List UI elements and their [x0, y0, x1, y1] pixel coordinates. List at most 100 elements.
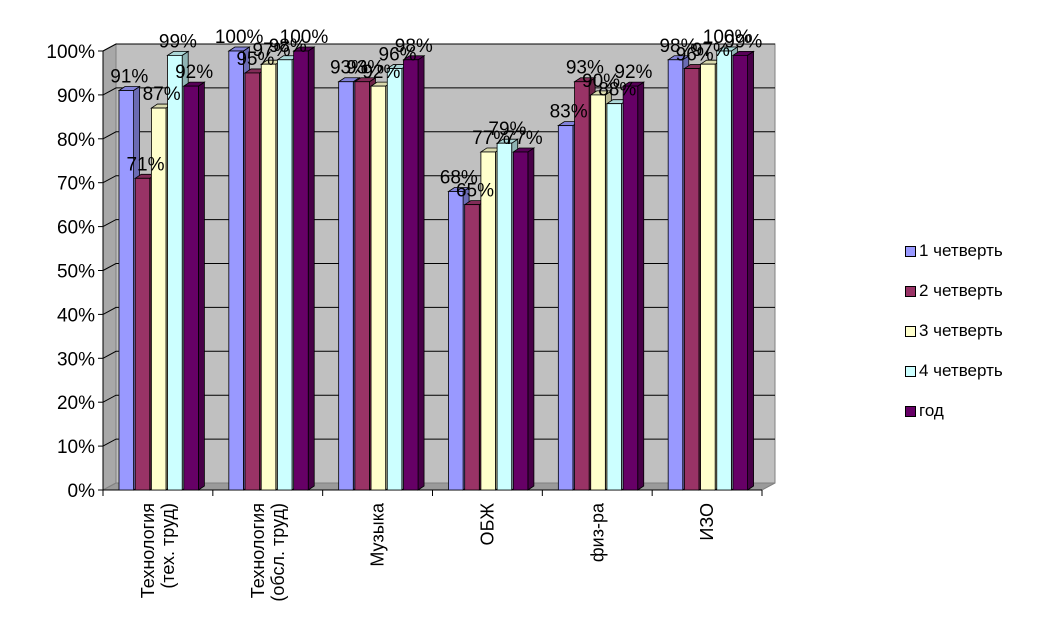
- bar-front: [557, 125, 574, 491]
- chart-data-labels: 91%71%87%99%92%100%95%97%98%100%93%93%92…: [110, 27, 762, 202]
- legend-item: 3 четверть: [905, 321, 1045, 341]
- bar: [292, 46, 316, 491]
- data-label: 99%: [724, 31, 762, 52]
- bar-side: [197, 81, 205, 491]
- bar-front: [228, 50, 244, 491]
- x-axis-category-label: физ-ра: [587, 502, 607, 562]
- gridline: [102, 350, 775, 359]
- legend-item: 1 четверть: [905, 241, 1045, 261]
- bar-front: [338, 81, 354, 491]
- legend-item: 2 четверть: [905, 281, 1045, 301]
- category-label-line: Музыка: [368, 502, 388, 567]
- chart-legend: 1 четверть 2 четверть 3 четверть 4 четверть…: [905, 241, 1045, 441]
- y-axis-tick-label: 50%: [57, 262, 95, 283]
- legend-label: 3 четверть: [919, 321, 1003, 340]
- data-label: 97%: [692, 40, 730, 61]
- data-label: 77%: [472, 128, 510, 149]
- data-label: 95%: [236, 49, 274, 70]
- legend-label: 1 четверть: [919, 241, 1003, 260]
- data-label: 97%: [253, 40, 291, 61]
- bar-front: [622, 85, 639, 491]
- bar-front: [183, 85, 199, 491]
- data-label: 87%: [143, 84, 181, 105]
- bar-front: [370, 85, 387, 491]
- bar-front: [118, 90, 135, 491]
- x-axis-category-label: ОБЖ: [477, 503, 497, 546]
- data-label: 96%: [676, 45, 714, 66]
- bar-front: [386, 68, 403, 491]
- data-label: 83%: [550, 102, 588, 123]
- bar: [182, 81, 206, 491]
- legend-swatch: [905, 325, 916, 337]
- gridline: [102, 43, 775, 52]
- gridline: [102, 306, 775, 315]
- bar-front: [464, 204, 480, 491]
- bar-side: [417, 55, 425, 491]
- y-axis-tick-label: 90%: [57, 86, 95, 107]
- y-axis-tick-label: 60%: [57, 218, 95, 239]
- bar-front: [403, 59, 419, 491]
- y-axis-tick-label: 20%: [57, 393, 95, 414]
- legend-label: 4 четверть: [919, 361, 1003, 380]
- bar-side: [747, 50, 754, 491]
- bar-front: [700, 63, 716, 491]
- gridline: [102, 263, 775, 271]
- chart-bars: [117, 46, 755, 491]
- data-label: 77%: [505, 128, 543, 149]
- category-label-line: Технология: [248, 503, 268, 598]
- bar-front: [480, 151, 496, 491]
- bar-side: [307, 46, 315, 491]
- gridline: [102, 438, 775, 447]
- gridline: [102, 219, 775, 228]
- y-axis-tick-label: 0%: [68, 481, 96, 502]
- bar: [511, 147, 536, 491]
- data-label: 79%: [488, 119, 526, 140]
- bar-front: [448, 191, 464, 491]
- data-label: 65%: [456, 181, 494, 202]
- bar-front: [277, 59, 293, 491]
- category-label-line: ИЗО: [697, 503, 717, 541]
- data-label: 98%: [659, 36, 697, 57]
- chart-axes: 0% 10% 20% 30% 40% 50% 60% 70% 80% 90% 100% Техноло…: [46, 42, 763, 602]
- bar-front: [150, 107, 167, 491]
- category-label-line: ОБЖ: [477, 503, 497, 546]
- bar: [621, 81, 646, 491]
- bar-front: [244, 72, 261, 491]
- gridline: [102, 394, 775, 403]
- bar-front: [512, 151, 529, 491]
- category-label-line: физ-ра: [587, 502, 607, 562]
- data-label: 99%: [159, 31, 197, 52]
- data-label: 90%: [582, 71, 620, 92]
- data-label: 68%: [440, 167, 478, 188]
- legend-item: 4 четверть: [905, 361, 1045, 381]
- bar-side: [637, 81, 645, 491]
- bar-front: [167, 54, 183, 491]
- legend-swatch: [905, 245, 916, 257]
- data-label: 100%: [215, 27, 264, 48]
- y-axis-tick-label: 100%: [46, 42, 95, 63]
- data-label: 93%: [566, 58, 604, 79]
- bar: [731, 50, 755, 491]
- bar-front: [134, 177, 151, 491]
- data-label: 93%: [330, 58, 368, 79]
- data-label: 92%: [362, 62, 400, 83]
- legend-swatch: [905, 405, 916, 417]
- bar-front: [260, 63, 277, 491]
- data-label: 88%: [598, 80, 636, 101]
- data-label: 71%: [126, 154, 164, 175]
- data-label: 100%: [703, 27, 752, 48]
- legend-swatch: [905, 285, 916, 297]
- data-label: 93%: [346, 58, 384, 79]
- data-label: 92%: [175, 62, 213, 83]
- x-axis-category-label: Технология (тех. труд): [138, 503, 178, 598]
- bar-front: [574, 81, 590, 491]
- category-label-line: (обсл. труд): [268, 503, 288, 602]
- bar-front: [606, 103, 622, 491]
- legend-swatch: [905, 365, 916, 377]
- legend-label: 2 четверть: [919, 281, 1003, 300]
- bar-side: [527, 147, 535, 491]
- y-axis-tick-label: 10%: [57, 437, 95, 458]
- y-axis-tick-label: 70%: [57, 174, 95, 195]
- data-label: 96%: [379, 45, 417, 66]
